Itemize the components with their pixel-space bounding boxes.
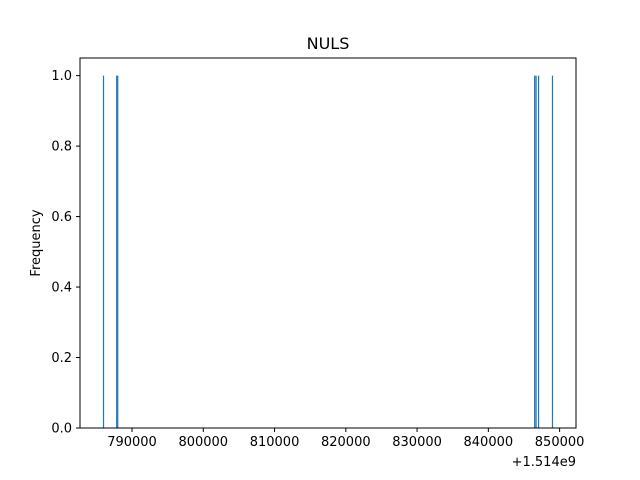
- histogram-bar-3: [117, 75, 119, 429]
- bars-layer: [102, 75, 554, 429]
- x-tick-label: 850000: [535, 435, 585, 450]
- histogram-bar-7: [551, 75, 554, 429]
- x-tick-label: 800000: [178, 435, 228, 450]
- y-tick-label: 1.0: [51, 69, 72, 84]
- histogram-bar-1: [102, 75, 105, 429]
- plot-area-frame: [79, 57, 577, 429]
- chart-title: NULS: [307, 34, 350, 53]
- histogram-bar-6: [537, 75, 540, 429]
- y-tick-label: 0.0: [51, 422, 72, 437]
- x-axis-offset-label: +1.514e9: [512, 455, 576, 470]
- y-axis-ticks: 0.0 0.2 0.4 0.6 0.8 1.0: [51, 69, 80, 437]
- x-tick-label: 840000: [464, 435, 514, 450]
- y-tick-label: 0.6: [51, 210, 72, 225]
- x-tick-label: 810000: [250, 435, 300, 450]
- x-tick-label: 830000: [392, 435, 442, 450]
- histogram-bar-4: [534, 75, 536, 429]
- y-tick-label: 0.2: [51, 351, 72, 366]
- x-tick-label: 820000: [321, 435, 371, 450]
- histogram-bar-2: [116, 75, 118, 429]
- x-tick-label: 790000: [107, 435, 157, 450]
- histogram-bar-5: [535, 75, 537, 429]
- y-tick-label: 0.4: [51, 281, 72, 296]
- y-axis-label: Frequency: [29, 209, 44, 276]
- y-tick-label: 0.8: [51, 140, 72, 155]
- x-axis-ticks: 790000 800000 810000 820000 830000 840000 8500…: [107, 428, 584, 450]
